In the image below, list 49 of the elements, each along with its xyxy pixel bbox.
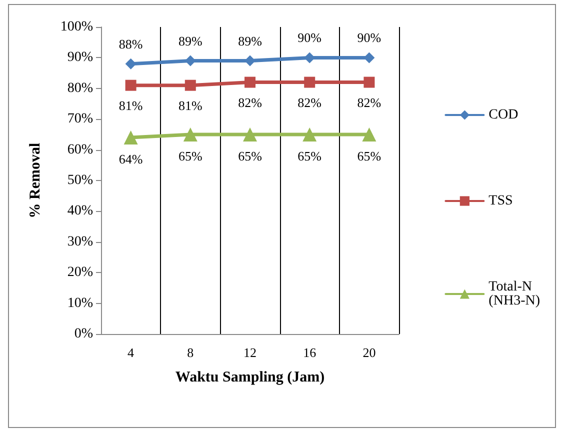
y-tick-label: 60% <box>67 142 94 158</box>
y-axis-title: % Removal <box>28 142 44 218</box>
point <box>362 127 376 142</box>
data-label: 88% <box>118 36 143 52</box>
point <box>183 127 198 142</box>
data-label: 64% <box>118 152 143 167</box>
point <box>243 127 257 142</box>
y-tick-label: 70% <box>67 112 94 127</box>
point <box>125 80 136 91</box>
point <box>184 55 196 66</box>
point <box>304 76 316 88</box>
data-label: 65% <box>298 148 322 164</box>
data-label: 90% <box>298 30 322 46</box>
data-label: 65% <box>238 148 262 164</box>
legend-label: Total-N (NH3-N) <box>488 280 540 308</box>
point <box>364 76 375 88</box>
y-tick-label: 80% <box>67 80 94 96</box>
y-tick-label: 10% <box>67 296 94 311</box>
x-tick-label: 20 <box>362 345 376 360</box>
y-tick-label: 100% <box>60 20 94 34</box>
y-tick-label: 0% <box>74 326 94 342</box>
data-label: 82% <box>238 94 262 110</box>
data-label: 89% <box>178 33 202 48</box>
y-tick-label: 20% <box>67 265 94 280</box>
x-tick-label: 12 <box>244 345 256 360</box>
legend-label: COD <box>488 108 518 122</box>
x-tick-label: 8 <box>187 345 194 360</box>
data-label: 81% <box>118 98 143 113</box>
data-label: 82% <box>298 94 322 110</box>
point <box>302 127 317 142</box>
legend-label: TSS <box>488 194 513 208</box>
data-label: 90% <box>357 30 382 46</box>
y-tick-label: 90% <box>67 50 94 66</box>
data-label: 82% <box>357 94 382 110</box>
x-tick-label: 16 <box>303 345 317 360</box>
point <box>244 55 256 66</box>
point <box>124 130 138 145</box>
point <box>244 76 256 88</box>
point <box>125 58 136 70</box>
point <box>184 80 196 91</box>
x-tick-label: 4 <box>128 345 135 360</box>
data-label: 65% <box>357 148 382 164</box>
data-label: 65% <box>178 148 202 164</box>
data-label: 81% <box>178 98 202 113</box>
y-tick-label: 40% <box>67 204 94 219</box>
y-tick-label: 30% <box>67 234 94 250</box>
data-label: 89% <box>238 33 262 48</box>
x-axis-title: Waktu Sampling (Jam) <box>175 370 325 386</box>
y-tick-label: 50% <box>67 173 94 188</box>
